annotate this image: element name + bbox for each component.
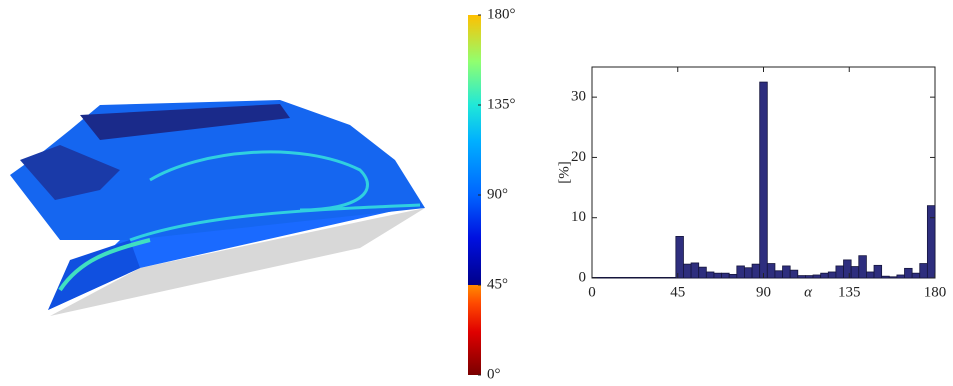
bar — [805, 276, 813, 278]
bar — [645, 277, 653, 278]
bar — [676, 236, 684, 278]
y-tick-label: 30 — [571, 89, 586, 105]
bar — [714, 273, 722, 278]
bar — [813, 275, 821, 278]
bar — [615, 277, 623, 278]
bar — [828, 272, 836, 278]
bar — [737, 266, 745, 278]
bar — [661, 277, 669, 278]
bar — [866, 272, 874, 278]
colorbar-tick-label: 45° — [487, 276, 508, 292]
x-tick-label: 45 — [670, 284, 685, 300]
colorbar-tick-label: 180° — [487, 6, 516, 22]
bar — [912, 273, 920, 278]
bar — [607, 277, 615, 278]
colorbar-tick-label: 135° — [487, 96, 516, 112]
bar — [905, 268, 913, 278]
bar — [630, 277, 638, 278]
bar — [798, 276, 806, 278]
bar — [836, 266, 844, 278]
y-tick-label: 0 — [579, 269, 587, 285]
bar — [668, 277, 676, 278]
bar — [767, 264, 775, 278]
colorbar-tick-label: 0° — [487, 366, 501, 382]
bar — [729, 274, 737, 278]
x-tick-label: 180 — [924, 284, 947, 300]
bar — [859, 256, 867, 278]
bar — [683, 264, 691, 278]
y-axis-label: [%] — [556, 161, 572, 184]
bar — [897, 275, 905, 278]
bar — [653, 277, 661, 278]
bar — [927, 206, 935, 278]
x-tick-label: 135 — [838, 284, 861, 300]
bar — [790, 270, 798, 278]
bar — [920, 264, 928, 278]
render-3d — [10, 100, 425, 316]
bar — [882, 276, 890, 278]
figure: 0° 45° 90° 135° 180° 0 10 20 30 0 45 90 135 180 α [%] — [0, 0, 953, 386]
x-axis-label: α — [804, 284, 813, 300]
x-tick-label: 0 — [588, 284, 596, 300]
bar — [691, 263, 699, 278]
bar — [622, 277, 630, 278]
bar — [722, 273, 730, 278]
bar — [874, 265, 882, 278]
bar — [600, 277, 608, 278]
colorbar-tick-label: 90° — [487, 186, 508, 202]
bar — [706, 272, 714, 278]
bar — [851, 267, 859, 278]
bar — [821, 273, 829, 278]
bar — [783, 266, 791, 278]
bar — [889, 277, 897, 278]
y-tick-label: 10 — [571, 209, 586, 225]
bar — [844, 260, 852, 278]
bar — [638, 277, 646, 278]
bar — [744, 268, 752, 278]
x-tick-label: 90 — [756, 284, 771, 300]
y-tick-label: 20 — [571, 149, 586, 165]
bar — [699, 267, 707, 278]
bar — [760, 82, 768, 278]
bar — [752, 264, 760, 278]
bar — [775, 271, 783, 278]
